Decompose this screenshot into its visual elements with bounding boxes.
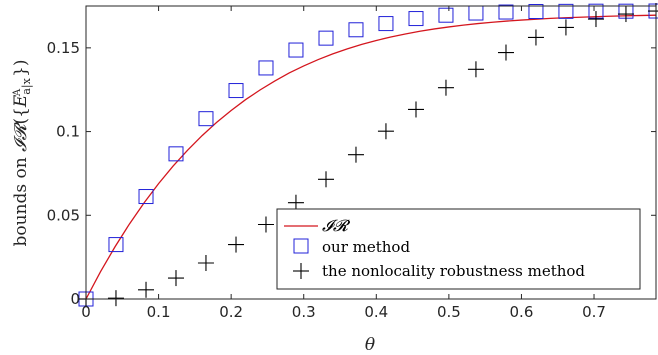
point-nonlocality xyxy=(347,146,364,163)
x-tick-label: 0 xyxy=(81,303,91,321)
legend-label-ir: 𝓘𝓡 xyxy=(322,216,351,235)
legend-square-swatch xyxy=(293,238,309,254)
y-tick-label: 0.15 xyxy=(47,39,80,57)
legend-box xyxy=(276,208,641,290)
point-nonlocality xyxy=(527,29,544,46)
point-nonlocality xyxy=(587,11,604,28)
x-tick-label: 0.2 xyxy=(219,303,243,321)
point-our-method xyxy=(138,189,154,205)
x-axis-label: θ xyxy=(365,335,375,355)
point-our-method xyxy=(528,4,544,20)
y-axis-label: bounds on 𝓘𝓡({Ea|xA}) xyxy=(11,59,34,246)
point-our-method xyxy=(108,237,124,253)
y-axis-label-prefix: bounds on xyxy=(11,152,31,247)
point-nonlocality xyxy=(467,61,484,78)
point-our-method xyxy=(318,30,334,46)
point-nonlocality xyxy=(497,44,514,61)
y-axis-label-e: E xyxy=(11,94,31,108)
point-our-method xyxy=(198,111,214,127)
point-nonlocality xyxy=(377,123,394,140)
y-tick-label: 0.05 xyxy=(47,206,80,224)
point-our-method xyxy=(438,7,454,23)
point-nonlocality xyxy=(287,194,304,211)
point-our-method xyxy=(558,3,574,19)
point-nonlocality xyxy=(557,19,574,36)
point-nonlocality xyxy=(228,236,245,253)
point-nonlocality xyxy=(407,101,424,118)
legend: 𝓘𝓡 our method the nonlocality robustness… xyxy=(276,208,641,290)
y-axis-label-close: }) xyxy=(11,59,31,76)
point-nonlocality xyxy=(167,270,184,287)
point-our-method xyxy=(408,11,424,27)
point-our-method xyxy=(348,22,364,38)
y-tick-label: 0.1 xyxy=(56,123,80,141)
y-axis-label-sup: A xyxy=(12,88,23,97)
point-nonlocality xyxy=(437,79,454,96)
svg-text:bounds on 𝓘𝓡({Ea|xA}): bounds on 𝓘𝓡({Ea|xA}) xyxy=(11,59,34,246)
legend-label-nonlocality: the nonlocality robustness method xyxy=(322,262,585,280)
point-nonlocality xyxy=(197,255,214,272)
x-tick-label: 0.1 xyxy=(147,303,171,321)
point-our-method xyxy=(378,16,394,32)
y-axis-label-ir: 𝓘𝓡 xyxy=(11,121,31,151)
point-our-method xyxy=(288,42,304,58)
x-tick-label: 0.4 xyxy=(364,303,388,321)
point-nonlocality xyxy=(138,281,155,298)
plot-frame xyxy=(85,5,657,300)
y-axis-label-paren: ({ xyxy=(11,107,31,124)
point-our-method xyxy=(168,146,184,162)
x-tick-label: 0.7 xyxy=(582,303,606,321)
x-tick-label: 0.3 xyxy=(292,303,316,321)
legend-label-our-method: our method xyxy=(322,238,410,256)
point-our-method xyxy=(498,4,514,20)
legend-plus-swatch xyxy=(293,263,309,279)
series-line-ir xyxy=(85,14,656,300)
y-tick-label: 0 xyxy=(70,290,80,308)
point-our-method xyxy=(228,83,244,99)
point-nonlocality xyxy=(318,171,335,188)
x-tick-label: 0.6 xyxy=(510,303,534,321)
y-axis-label-sub: a|x xyxy=(20,77,34,94)
point-nonlocality xyxy=(107,290,124,307)
x-tick-label: 0.5 xyxy=(437,303,461,321)
point-our-method xyxy=(258,60,274,76)
point-nonlocality xyxy=(257,216,274,233)
point-nonlocality xyxy=(617,6,634,23)
